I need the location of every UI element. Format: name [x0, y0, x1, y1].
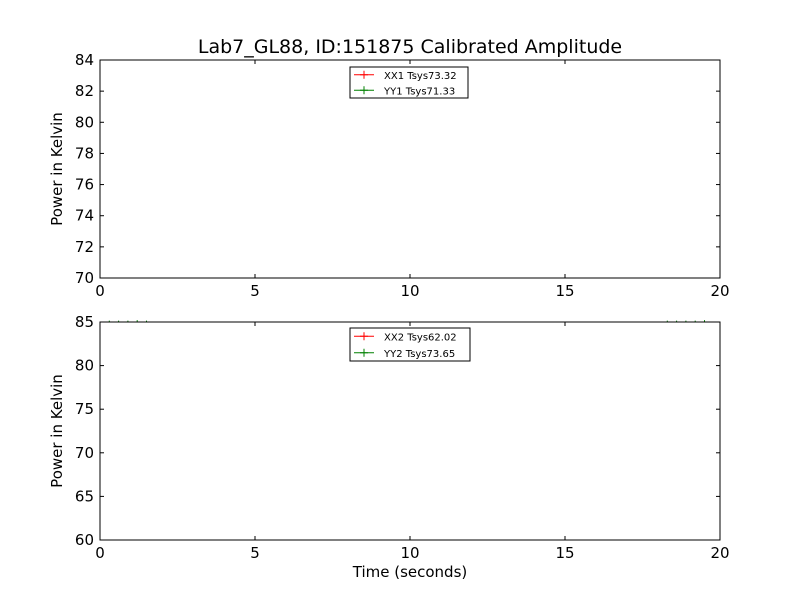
chart-1-legend-marker [360, 348, 368, 357]
chart-1-ytick-label: 60 [75, 531, 94, 549]
chart-0-ytick-label: 76 [75, 176, 94, 194]
chart-1-xtick-label: 0 [95, 544, 105, 562]
chart-0-xtick-label: 0 [95, 282, 105, 300]
chart-0-ytick-label: 74 [75, 207, 94, 225]
chart-1-xtick-label: 20 [710, 544, 729, 562]
chart-1-xtick-label: 5 [250, 544, 260, 562]
top-panel: 0 5 10 15 20 70 72 74 76 78 80 82 84 Power in Kelvin X… [48, 51, 730, 300]
figure-title: Lab7_GL88, ID:151875 Calibrated Amplitud… [198, 36, 622, 58]
chart-1-xtick-label: 15 [555, 544, 574, 562]
chart-0-legend-label: XX1 Tsys73.32 [384, 71, 457, 82]
chart-0-ytick-label: 70 [75, 269, 94, 287]
chart-0-ytick-label: 78 [75, 144, 94, 162]
chart-0-xtick-label: 10 [400, 282, 419, 300]
chart-0-ytick-label: 72 [75, 238, 94, 256]
chart-1-ytick-label: 70 [75, 444, 94, 462]
bottom-panel: 0 5 10 15 20 60 65 70 75 80 85 Power in Kelvin Time … [48, 313, 730, 581]
chart-0-legend-label: YY1 Tsys71.33 [383, 86, 455, 97]
chart-0-ytick-label: 82 [75, 82, 94, 100]
chart-1-legend-box [349, 327, 471, 362]
chart-1-xlabel: Time (seconds) [352, 563, 468, 581]
chart-1-legend-marker [360, 332, 368, 341]
chart-0-legend-marker [360, 70, 368, 79]
chart-0-xtick-label: 20 [710, 282, 729, 300]
chart-0-ytick-label: 80 [75, 113, 94, 131]
chart-0-ytick-label: 84 [75, 51, 94, 69]
chart-0-legend-box [349, 66, 469, 99]
chart-1-ytick-label: 85 [75, 313, 94, 331]
chart-1-xtick-label: 10 [400, 544, 419, 562]
chart-0-xtick-label: 15 [555, 282, 574, 300]
chart-0-xtick-label: 5 [250, 282, 260, 300]
chart-1-ytick-label: 80 [75, 357, 94, 375]
chart-0-ylabel: Power in Kelvin [48, 112, 66, 226]
chart-1-legend-label: YY2 Tsys73.65 [383, 349, 455, 360]
chart-1-ylabel: Power in Kelvin [48, 374, 66, 488]
chart-1-legend-label: XX2 Tsys62.02 [384, 332, 457, 343]
chart-0-legend-marker [360, 86, 368, 95]
chart-1-ytick-label: 75 [75, 400, 94, 418]
chart-1-ytick-label: 65 [75, 487, 94, 505]
